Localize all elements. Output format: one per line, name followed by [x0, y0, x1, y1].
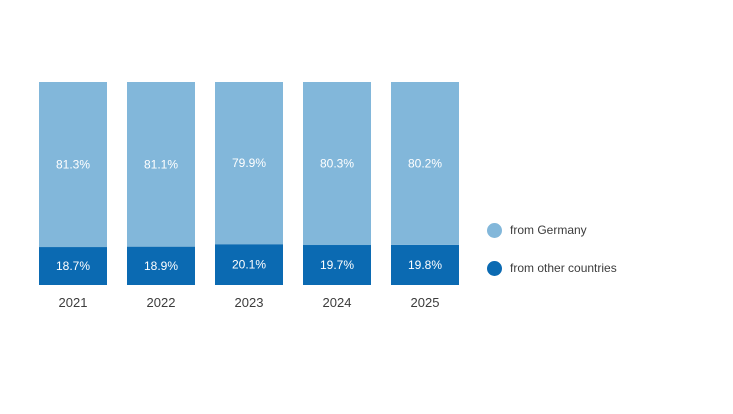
bar-from-germany-2022	[127, 82, 195, 247]
bar-from-other-countries-2023	[215, 244, 283, 285]
data-label-from-germany-2021: 81.3%	[56, 158, 90, 172]
x-tick-label-2021: 2021	[59, 295, 88, 310]
data-label-from-other-countries-2024: 19.7%	[320, 258, 354, 272]
legend-label-other-countries: from other countries	[510, 261, 617, 275]
data-label-from-germany-2025: 80.2%	[408, 156, 442, 170]
bar-from-germany-2024	[303, 82, 371, 246]
bar-from-other-countries-2025	[391, 244, 459, 285]
x-tick-label-2023: 2023	[235, 295, 264, 310]
bar-from-other-countries-2024	[303, 245, 371, 285]
x-tick-label-2025: 2025	[411, 295, 440, 310]
bar-from-other-countries-2021	[39, 247, 107, 285]
legend-swatch-other-countries	[487, 260, 502, 276]
data-label-from-other-countries-2025: 19.8%	[408, 258, 442, 272]
bar-from-germany-2021	[39, 82, 107, 248]
legend-swatch-germany	[487, 222, 502, 238]
x-tick-label-2022: 2022	[147, 295, 176, 310]
legend: from Germany from other countries	[487, 220, 617, 296]
data-label-from-germany-2022: 81.1%	[144, 157, 178, 171]
bar-from-germany-2023	[215, 82, 283, 245]
data-label-from-germany-2023: 79.9%	[232, 156, 266, 170]
data-label-from-other-countries-2021: 18.7%	[56, 259, 90, 273]
data-label-from-germany-2024: 80.3%	[320, 157, 354, 171]
data-label-from-other-countries-2022: 18.9%	[144, 259, 178, 273]
legend-item-other-countries: from other countries	[487, 258, 617, 278]
bar-from-other-countries-2022	[127, 246, 195, 285]
legend-label-germany: from Germany	[510, 223, 587, 237]
data-label-from-other-countries-2023: 20.1%	[232, 258, 266, 272]
legend-item-germany: from Germany	[487, 220, 617, 240]
bar-from-germany-2025	[391, 82, 459, 245]
x-tick-label-2024: 2024	[323, 295, 352, 310]
